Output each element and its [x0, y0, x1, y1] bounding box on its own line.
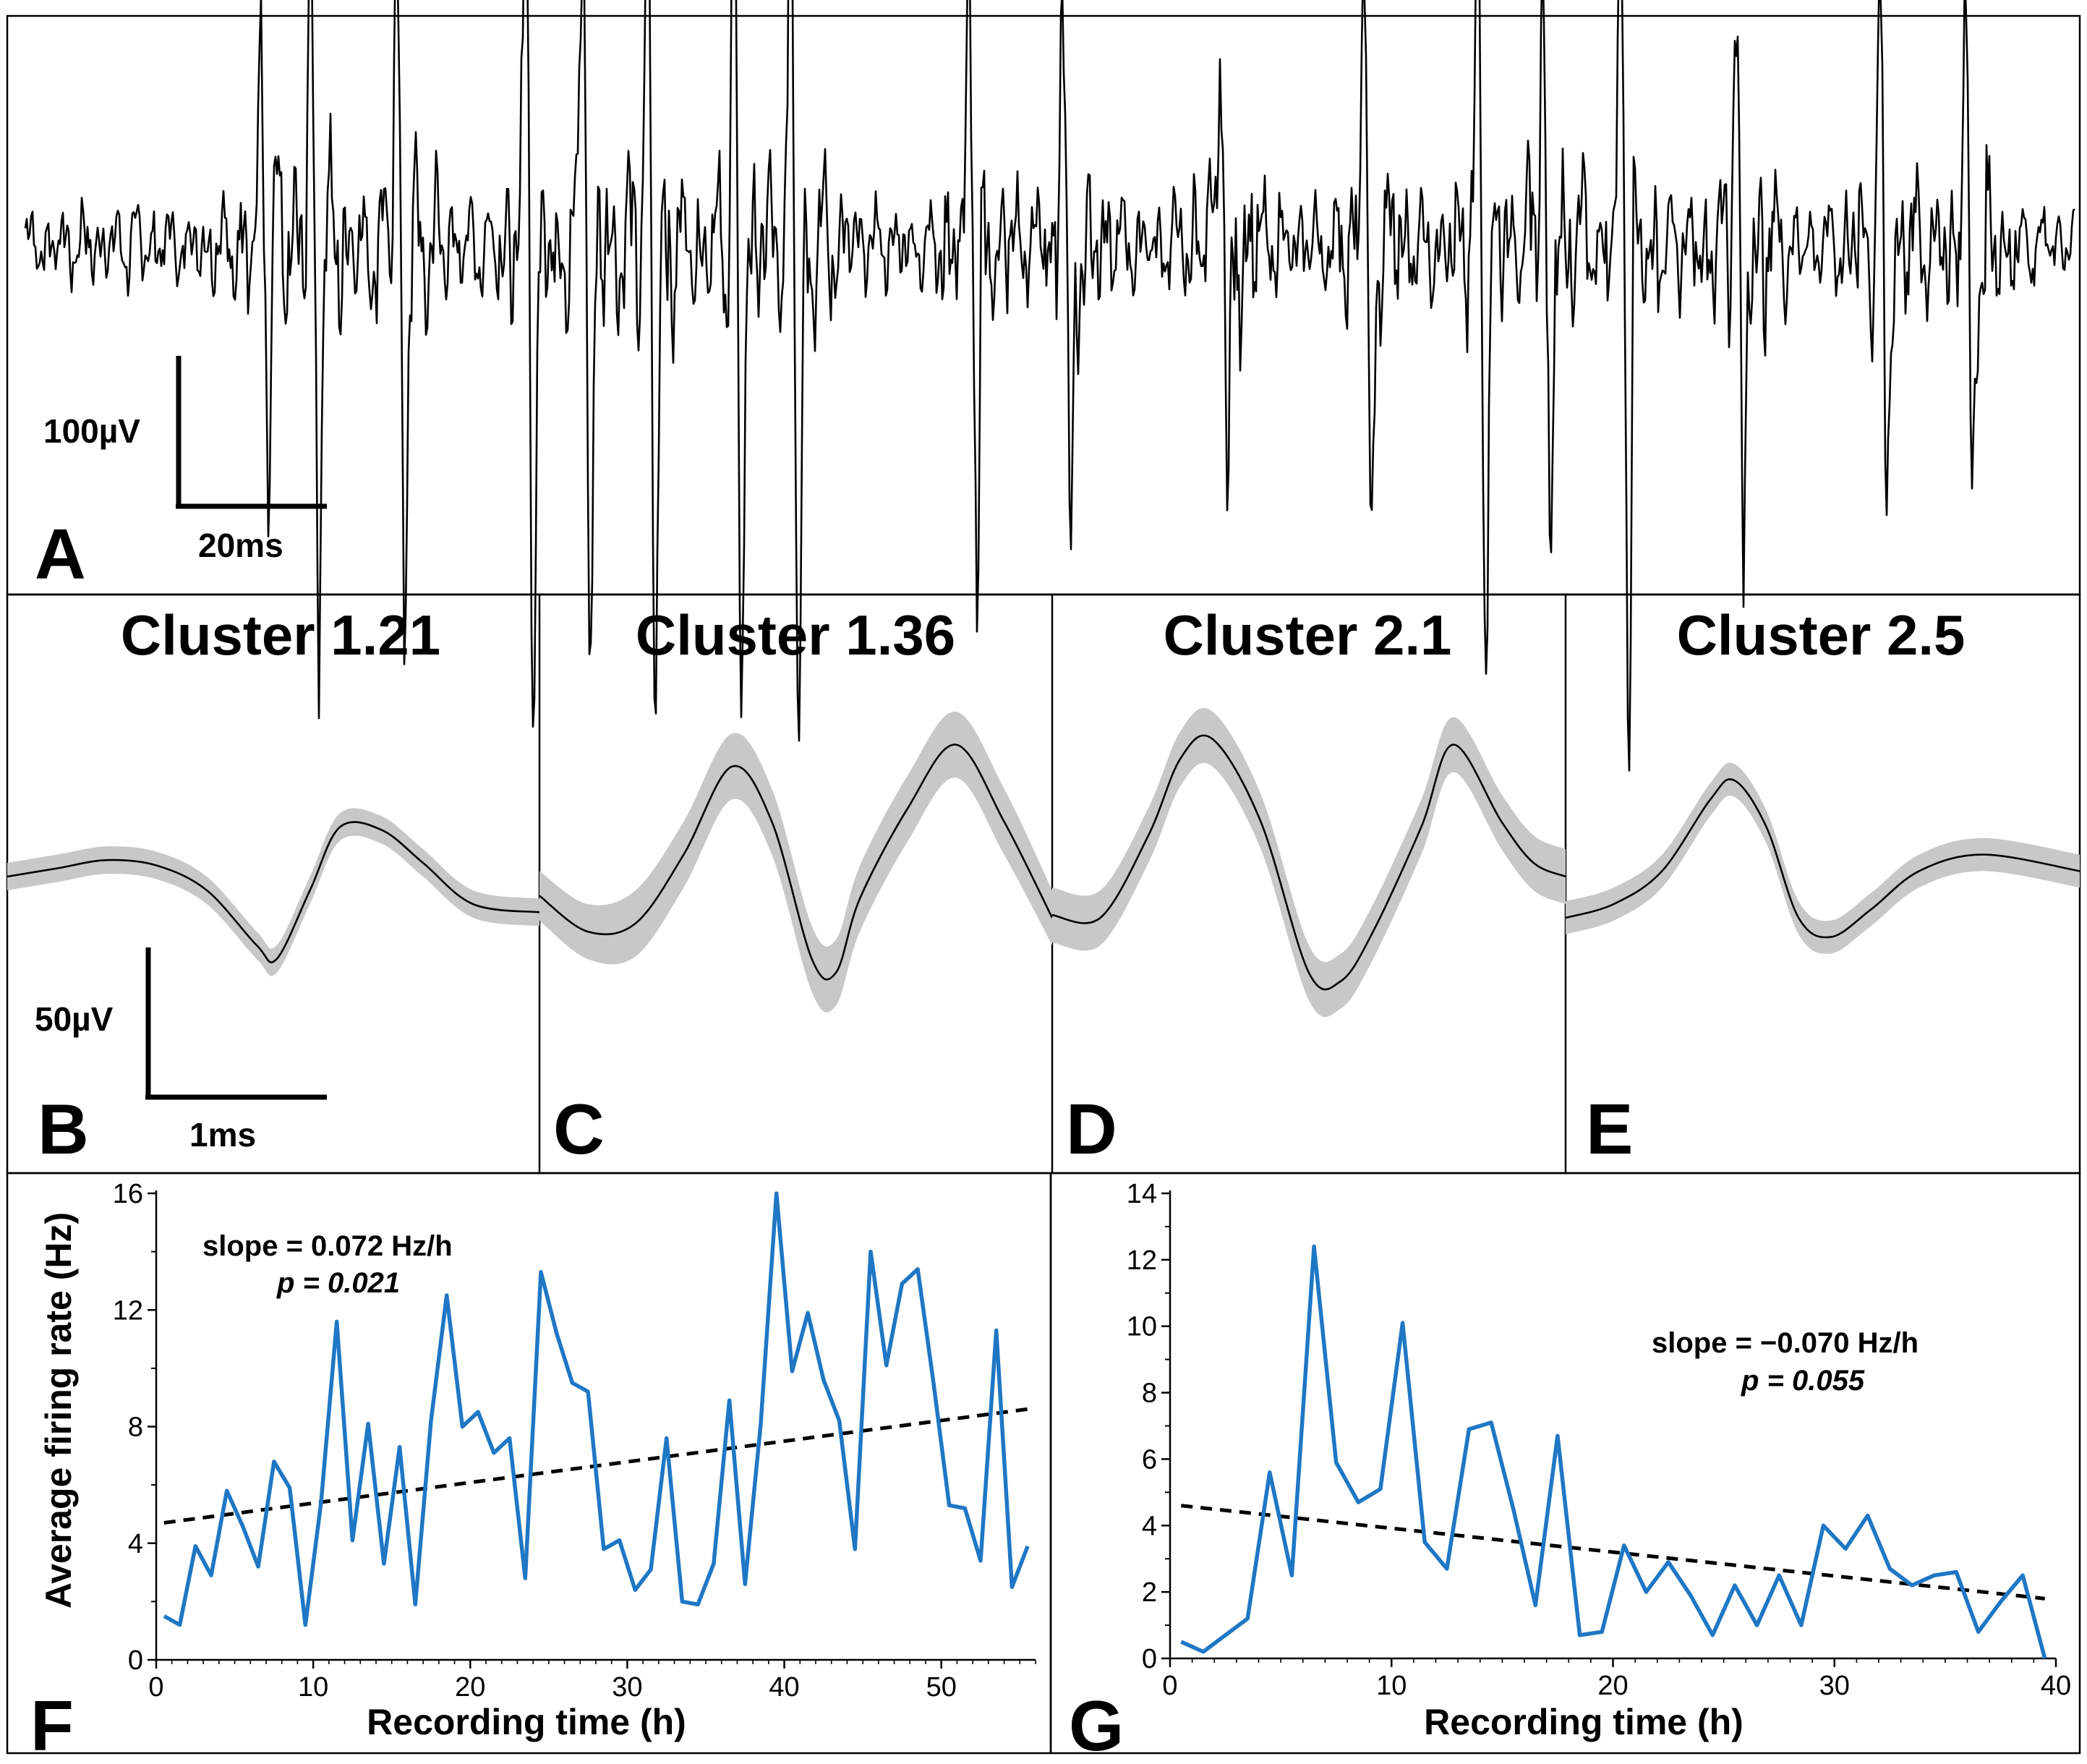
waveform-mean-e — [1565, 778, 2080, 939]
chart-f-xtick-label: 10 — [298, 1672, 328, 1703]
chart-f-xtick-label: 50 — [926, 1672, 957, 1703]
scale-voltage-b: 50µV — [35, 1000, 114, 1038]
panel-letter-b: B — [38, 1089, 89, 1169]
cluster-title-d: Cluster 2.1 — [1164, 603, 1452, 667]
chart-g-slope-annotation: slope = −0.070 Hz/h — [1652, 1327, 1919, 1359]
cluster-title-e: Cluster 2.5 — [1677, 603, 1966, 667]
scale-bar-a — [176, 356, 327, 509]
scale-voltage-a: 100µV — [43, 412, 140, 450]
panel-a: 100µV 20ms A — [24, 0, 2075, 772]
waveform-panels: Cluster 1.21 B Cluster 1.36 C Cluster 2.… — [7, 603, 2080, 1169]
raw-voltage-trace — [24, 0, 2075, 772]
panel-letter-e: E — [1586, 1089, 1633, 1169]
chart-g-xtick-label: 30 — [1819, 1671, 1850, 1701]
panel-letter-f: F — [30, 1686, 74, 1764]
chart-f-xtick-label: 40 — [769, 1672, 799, 1703]
scale-time-b: 1ms — [189, 1116, 256, 1154]
panel-g-border — [1049, 1172, 2081, 1755]
chart-g-regression-line — [1181, 1504, 2045, 1601]
waveform-sd-band-c — [539, 711, 1052, 1013]
chart-f-ytick-label: 0 — [128, 1645, 143, 1676]
chart-g-ytick-label: 10 — [1127, 1312, 1157, 1342]
chart-f-ytick-label: 8 — [128, 1413, 143, 1443]
chart-f-ytick-label: 4 — [128, 1529, 143, 1559]
panel-f: 0 4 8 12 16 0 10 20 30 40 50 Average firing rate (… — [30, 1179, 1036, 1764]
chart-g-ytick-label: 12 — [1127, 1245, 1157, 1276]
waveform-mean-b — [7, 821, 540, 963]
chart-g-ytick-label: 4 — [1142, 1511, 1157, 1541]
chart-g-xtick-label: 40 — [2041, 1671, 2071, 1701]
chart-g-xtick-label: 10 — [1376, 1671, 1407, 1701]
cluster-title-c: Cluster 1.36 — [636, 603, 955, 667]
chart-g-ytick-label: 2 — [1142, 1577, 1157, 1608]
scale-bar-b — [145, 947, 327, 1100]
chart-f-firing-rate-series — [163, 1191, 1030, 1627]
chart-f-xtick-label: 30 — [612, 1672, 642, 1703]
cluster-title-b: Cluster 1.21 — [121, 603, 440, 667]
chart-g-ytick-label: 8 — [1142, 1379, 1157, 1409]
chart-f-xtick-label: 20 — [455, 1672, 485, 1703]
panel-letter-c: C — [553, 1089, 605, 1169]
panel-f-border — [6, 1172, 1052, 1755]
waveform-mean-c — [539, 743, 1054, 981]
waveform-panel-c: Cluster 1.36 C — [539, 603, 1054, 1169]
waveform-sd-band-d — [1052, 707, 1566, 1018]
chart-f-axes: 0 4 8 12 16 0 10 20 30 40 50 — [113, 1179, 1036, 1703]
chart-g-axes: 0 2 4 6 8 10 12 14 0 10 20 30 40 — [1127, 1179, 2071, 1701]
chart-g-ytick-label: 14 — [1127, 1179, 1157, 1209]
waveform-panel-b: Cluster 1.21 B — [7, 603, 540, 1169]
chart-g-ytick-label: 0 — [1142, 1644, 1157, 1674]
waveform-mean-d — [1051, 734, 1566, 991]
waveform-panel-e: Cluster 2.5 E — [1565, 603, 2080, 1169]
chart-f-xlabel: Recording time (h) — [367, 1702, 686, 1742]
chart-g-firing-rate-series — [1180, 1244, 2047, 1659]
chart-g-xtick-label: 20 — [1597, 1671, 1628, 1701]
chart-g-xlabel: Recording time (h) — [1424, 1702, 1744, 1742]
chart-f-xtick-label: 0 — [148, 1672, 163, 1703]
panel-letter-g: G — [1069, 1686, 1124, 1764]
scale-time-a: 20ms — [198, 527, 283, 564]
chart-f-slope-annotation: slope = 0.072 Hz/h — [202, 1230, 453, 1262]
chart-g-p-annotation: p = 0.055 — [1741, 1365, 1865, 1397]
chart-f-p-annotation: p = 0.021 — [276, 1267, 400, 1299]
chart-f-ytick-label: 16 — [113, 1179, 143, 1209]
panel-letter-d: D — [1066, 1089, 1117, 1169]
panel-letter-a: A — [35, 514, 86, 594]
chart-g-ytick-label: 6 — [1142, 1444, 1157, 1475]
chart-f-ytick-label: 12 — [113, 1295, 143, 1326]
waveform-panel-d: Cluster 2.1 D — [1051, 603, 1566, 1169]
waveform-sd-band-e — [1566, 762, 2080, 954]
chart-g-xtick-label: 0 — [1162, 1671, 1177, 1701]
waveform-sd-band-b — [7, 808, 539, 976]
chart-f-ylabel: Average firing rate (Hz) — [38, 1212, 79, 1609]
